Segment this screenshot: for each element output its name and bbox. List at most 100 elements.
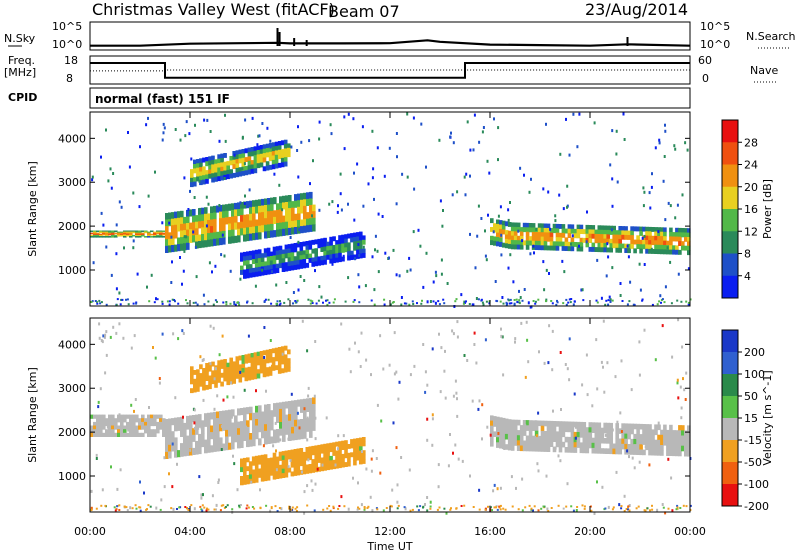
heatmap-cell xyxy=(247,152,252,157)
heatmap-cell xyxy=(226,169,230,175)
heatmap-speck xyxy=(91,178,94,182)
heatmap-cell xyxy=(108,232,112,235)
heatmap-cell xyxy=(296,448,301,454)
heatmap-speck xyxy=(611,428,614,432)
heatmap-speck xyxy=(187,509,190,511)
heatmap-cell xyxy=(99,425,103,430)
heatmap-speck xyxy=(320,295,323,299)
heatmap-speck xyxy=(455,507,458,510)
heatmap-speck xyxy=(671,355,674,359)
heatmap-speck xyxy=(309,299,312,302)
heatmap-cell xyxy=(537,245,542,251)
heatmap-speck xyxy=(127,131,129,134)
heatmap-cell xyxy=(299,255,304,261)
heatmap-speck xyxy=(110,465,112,469)
heatmap-cell xyxy=(257,253,262,259)
heatmap-speck xyxy=(118,504,121,507)
heatmap-cell xyxy=(120,234,124,237)
noise-series-nsky xyxy=(90,39,691,47)
heatmap-cell xyxy=(615,230,619,236)
heatmap-speck xyxy=(455,391,458,395)
heatmap-cell xyxy=(624,428,628,435)
heatmap-cell xyxy=(585,229,590,235)
heatmap-cell xyxy=(114,236,118,238)
heatmap-speck xyxy=(566,184,569,188)
heatmap-cell xyxy=(663,434,667,441)
heatmap-cell xyxy=(591,229,596,235)
heatmap-cell xyxy=(306,398,310,406)
heatmap-speck xyxy=(251,506,254,508)
heatmap-speck xyxy=(161,138,164,142)
heatmap-speck xyxy=(139,480,141,484)
heatmap-cell xyxy=(335,248,339,254)
heatmap-speck xyxy=(259,488,261,492)
heatmap-cell xyxy=(246,264,250,270)
heatmap-cell xyxy=(639,231,643,236)
heatmap-cell xyxy=(603,229,607,235)
heatmap-cell xyxy=(314,252,318,258)
heatmap-speck xyxy=(682,377,684,381)
heatmap-cell xyxy=(609,238,613,244)
heatmap-speck xyxy=(251,302,254,305)
heatmap-speck xyxy=(388,363,391,367)
heatmap-cell xyxy=(666,249,670,255)
heatmap-cell xyxy=(564,246,569,251)
heatmap-cell xyxy=(648,424,652,430)
heatmap-speck xyxy=(444,396,447,400)
heatmap-speck xyxy=(578,112,581,116)
heatmap-speck xyxy=(291,409,294,413)
heatmap-cell xyxy=(303,411,307,419)
heatmap-cell xyxy=(558,421,563,427)
heatmap-cell xyxy=(582,437,587,443)
heatmap-speck xyxy=(657,421,660,425)
heatmap-cell xyxy=(217,373,221,379)
heatmap-cell xyxy=(99,418,103,423)
heatmap-speck xyxy=(371,255,374,259)
heatmap-cell xyxy=(618,239,622,244)
heatmap-cell xyxy=(597,234,602,239)
heatmap-speck xyxy=(530,507,533,510)
heatmap-speck xyxy=(551,368,554,372)
heatmap-speck xyxy=(199,505,202,508)
heatmap-speck xyxy=(475,361,478,365)
heatmap-cell xyxy=(252,412,256,420)
heatmap-cell xyxy=(147,425,151,430)
heatmap-cell xyxy=(597,422,602,429)
heatmap-speck xyxy=(454,300,457,303)
heatmap-speck xyxy=(596,258,599,262)
heatmap-cell xyxy=(305,455,310,461)
heatmap-cell xyxy=(213,205,217,213)
heatmap-speck xyxy=(118,509,121,511)
heatmap-speck xyxy=(110,186,113,190)
heatmap-cell xyxy=(306,192,310,200)
heatmap-speck xyxy=(518,289,520,293)
heatmap-cell xyxy=(570,431,575,438)
heatmap-cell xyxy=(283,139,288,145)
heatmap-cell xyxy=(201,420,205,428)
heatmap-speck xyxy=(376,249,379,253)
heatmap-cell xyxy=(220,359,224,365)
heatmap-cell xyxy=(201,440,205,448)
heatmap-cell xyxy=(312,417,316,425)
heatmap-cell xyxy=(186,229,190,237)
heatmap-cell xyxy=(290,248,295,253)
heatmap-cell xyxy=(657,227,661,233)
heatmap-speck xyxy=(97,405,100,409)
heatmap-cell xyxy=(294,426,298,434)
heatmap-cell xyxy=(597,432,602,439)
heatmap-speck xyxy=(619,411,622,415)
heatmap-cell xyxy=(534,236,539,242)
heatmap-cell xyxy=(567,426,572,433)
heatmap-speck xyxy=(396,507,399,510)
heatmap-speck xyxy=(560,408,562,411)
heatmap-cell xyxy=(579,427,584,433)
heatmap-cell xyxy=(153,432,157,437)
heatmap-cell xyxy=(114,418,118,423)
heatmap-cell xyxy=(296,242,301,248)
heatmap-cell xyxy=(276,223,280,231)
heatmap-speck xyxy=(358,301,361,304)
heatmap-cell xyxy=(552,228,557,234)
heatmap-cell xyxy=(537,446,542,452)
heatmap-cell xyxy=(338,445,342,451)
heatmap-cell xyxy=(621,243,625,249)
